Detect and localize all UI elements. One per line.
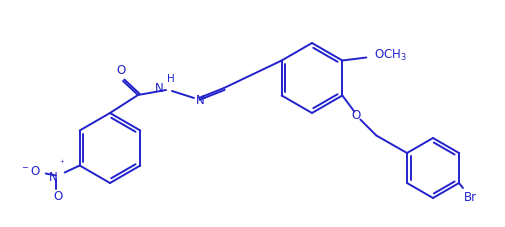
Text: O: O xyxy=(116,64,125,77)
Text: N: N xyxy=(49,171,58,184)
Text: N: N xyxy=(195,94,205,106)
Text: $^-$O: $^-$O xyxy=(21,165,41,178)
Text: Br: Br xyxy=(463,191,476,204)
Text: OCH$_3$: OCH$_3$ xyxy=(374,48,407,63)
Text: H: H xyxy=(167,74,174,84)
Text: N: N xyxy=(155,81,164,94)
Text: O: O xyxy=(351,109,360,122)
Text: O: O xyxy=(53,190,62,202)
Text: $^+$: $^+$ xyxy=(58,158,65,168)
